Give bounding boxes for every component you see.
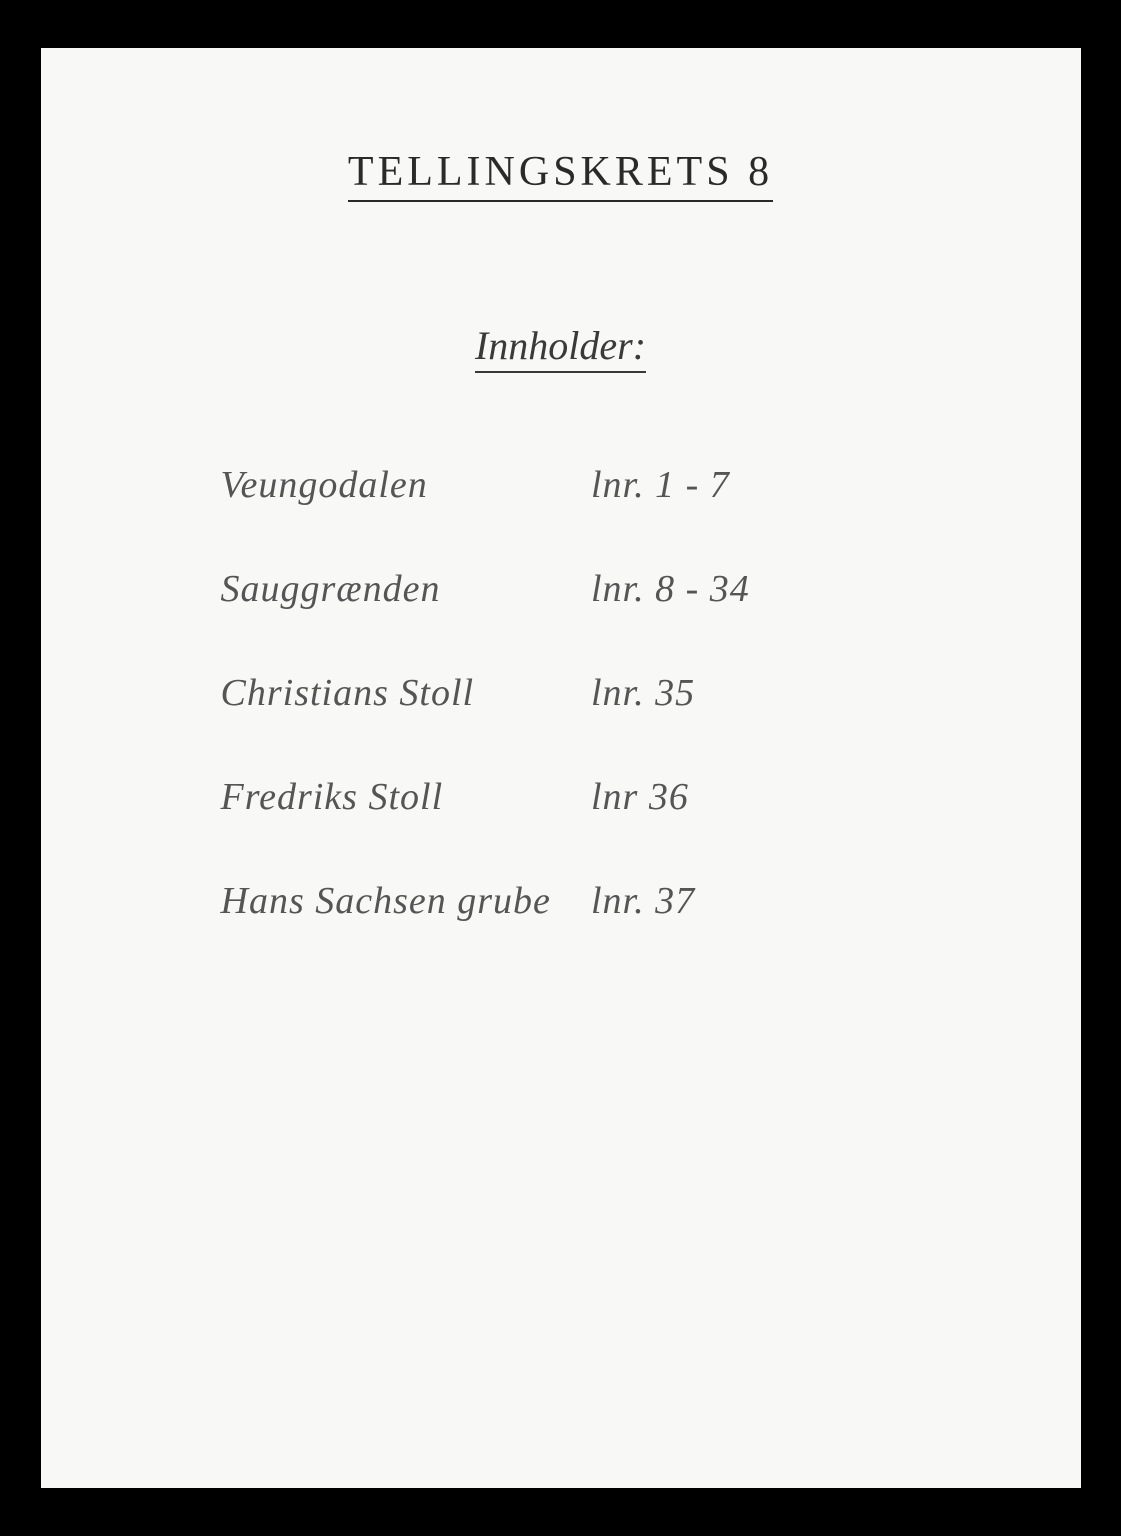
entry-ref: lnr. 8 - 34	[591, 567, 750, 611]
entry-name: Fredriks Stoll	[221, 775, 581, 819]
entries-list: Veungodalen lnr. 1 - 7 Sauggrænden lnr. …	[101, 463, 1021, 923]
document-page: TELLINGSKRETS 8 Innholder: Veungodalen l…	[41, 48, 1081, 1488]
list-item: Sauggrænden lnr. 8 - 34	[221, 567, 1021, 611]
list-item: Fredriks Stoll lnr 36	[221, 775, 1021, 819]
entry-ref: lnr. 35	[591, 671, 695, 715]
page-title: TELLINGSKRETS 8	[348, 148, 773, 202]
entry-name: Christians Stoll	[221, 671, 581, 715]
entry-ref: lnr. 37	[591, 879, 695, 923]
entry-ref: lnr. 1 - 7	[591, 463, 730, 507]
list-item: Hans Sachsen grube lnr. 37	[221, 879, 1021, 923]
entry-ref: lnr 36	[591, 775, 689, 819]
title-container: TELLINGSKRETS 8	[101, 148, 1021, 202]
entry-name: Hans Sachsen grube	[221, 879, 581, 923]
list-item: Veungodalen lnr. 1 - 7	[221, 463, 1021, 507]
page-subtitle: Innholder:	[475, 322, 646, 373]
subtitle-container: Innholder:	[101, 322, 1021, 373]
list-item: Christians Stoll lnr. 35	[221, 671, 1021, 715]
entry-name: Veungodalen	[221, 463, 581, 507]
entry-name: Sauggrænden	[221, 567, 581, 611]
